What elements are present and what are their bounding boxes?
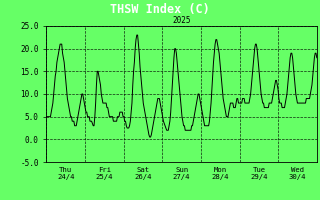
Text: 2025: 2025	[172, 16, 191, 25]
Text: THSW Index (C): THSW Index (C)	[110, 2, 210, 16]
